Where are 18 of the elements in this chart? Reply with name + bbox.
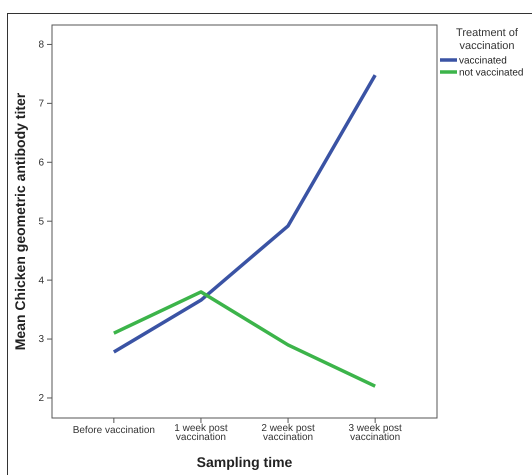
y-axis-title: Mean Chicken geometric antibody titer	[12, 92, 28, 350]
x-tick-label: Before vaccination	[72, 425, 155, 436]
legend-label: not vaccinated	[459, 68, 524, 78]
y-tick-label: 4	[38, 275, 44, 286]
line-series	[112, 73, 377, 354]
y-tick-label: 2	[38, 393, 44, 404]
y-tick-label: 3	[38, 334, 44, 346]
y-tick-label: 8	[38, 40, 44, 51]
legend-title: Treatment of vaccination	[456, 27, 519, 52]
x-tick-label: 3 week post vaccination	[348, 423, 402, 444]
y-tick-label: 6	[38, 157, 44, 168]
legend-label: vaccinated	[459, 56, 507, 66]
x-axis-title: Sampling time	[196, 454, 293, 470]
y-tick-label: 5	[38, 216, 44, 228]
y-tick-label: 7	[38, 98, 44, 110]
line-series	[112, 290, 377, 388]
x-tick-label: 2 week post vaccination	[261, 423, 315, 444]
x-tick-label: 1 week post vaccination	[174, 423, 228, 444]
